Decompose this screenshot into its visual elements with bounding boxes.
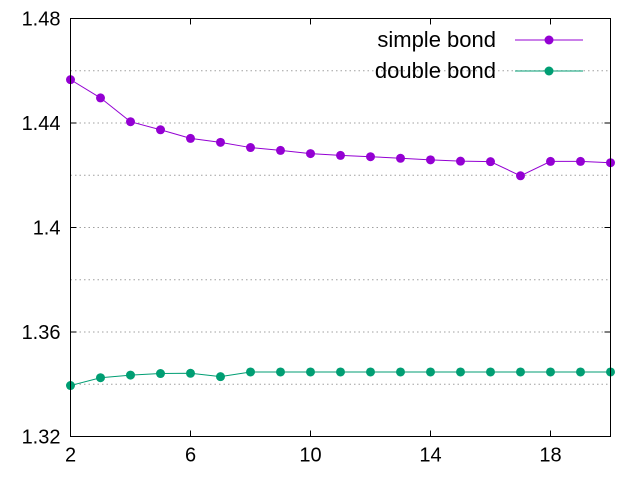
axis-layer: 1.32 1.36 1.4 1.44 1.48 2 6 10 14 18 [22,9,611,467]
data-point [456,156,465,166]
x-tick-label: 18 [539,445,561,467]
legend: simple bond double bond [375,27,583,83]
series-line [70,79,611,177]
data-point [306,367,315,377]
legend-label: simple bond [377,27,496,52]
legend-label: double bond [375,58,496,83]
data-point [96,93,105,103]
data-point [366,152,375,162]
data-point [396,153,405,163]
data-point [246,143,255,153]
series-double-bond [66,367,615,391]
y-tick-label: 1.36 [22,322,61,344]
y-tick-label: 1.48 [22,9,61,31]
grid-layer [70,70,611,385]
y-tick-label: 1.44 [22,113,61,135]
data-point [486,157,495,167]
data-point [396,367,405,377]
data-point [186,368,195,378]
data-point [336,367,345,377]
x-tick-label: 14 [419,445,441,467]
data-point [336,150,345,160]
x-tick-label: 2 [65,445,76,467]
data-point [486,367,495,377]
data-point [576,367,585,377]
data-point [516,171,525,181]
y-tick-label: 1.32 [22,427,61,449]
data-point [306,149,315,159]
data-point [546,367,555,377]
data-point [576,156,585,166]
data-point [456,367,465,377]
data-point [156,125,165,135]
data-point [216,372,225,382]
data-point [276,367,285,377]
data-point [546,156,555,166]
data-point [366,367,375,377]
data-point [156,369,165,379]
series-layer [66,75,615,391]
data-point [426,155,435,165]
x-tick-label: 6 [185,445,196,467]
data-point [216,137,225,147]
data-point [126,370,135,380]
y-tick-label: 1.4 [33,218,61,240]
legend-marker [544,66,554,76]
x-tick-label: 10 [299,445,321,467]
series-simple-bond [66,75,615,181]
data-point [96,373,105,383]
data-point [126,117,135,127]
data-point [426,367,435,377]
data-point [186,133,195,143]
data-point [246,367,255,377]
data-point [276,145,285,155]
legend-marker [544,35,554,45]
data-point [516,367,525,377]
